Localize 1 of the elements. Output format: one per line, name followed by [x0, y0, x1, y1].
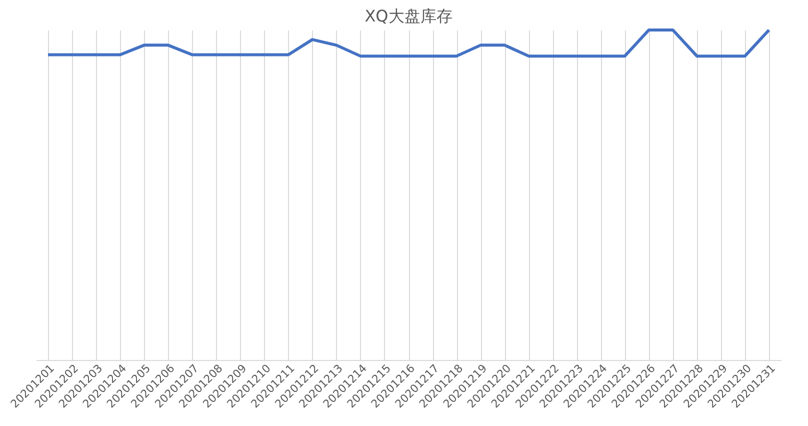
chart-title: XQ大盘库存 [364, 6, 452, 26]
